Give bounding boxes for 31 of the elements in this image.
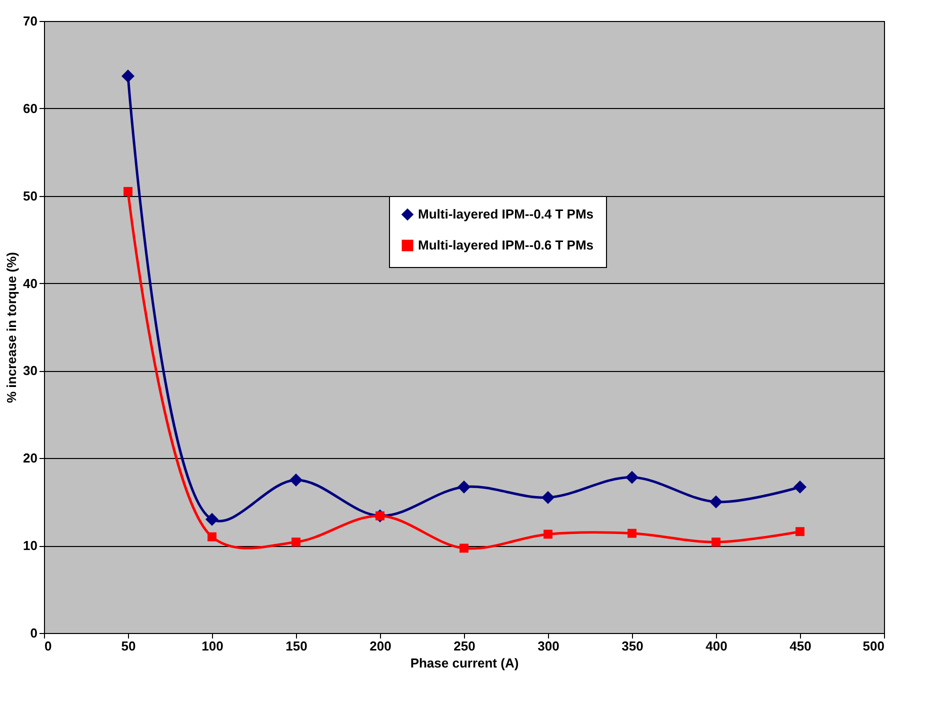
y-tick-label: 60 (23, 100, 38, 116)
x-tick-label: 100 (202, 638, 224, 654)
y-tick-label: 10 (23, 538, 38, 554)
y-tick-label: 20 (23, 450, 38, 466)
x-tick-label: 0 (44, 638, 52, 654)
x-tick-label: 400 (706, 638, 728, 654)
x-tick-label: 350 (622, 638, 644, 654)
point (121, 70, 135, 83)
point (457, 480, 471, 494)
point (625, 470, 639, 484)
point (709, 495, 723, 508)
legend-label: Multi-layered IPM--0.4 T PMs (418, 206, 594, 222)
y-tick-label: 50 (23, 188, 38, 204)
legend-label: Multi-layered IPM--0.6 T PMs (418, 238, 594, 252)
x-tick-label: 50 (121, 638, 136, 654)
y-tick-label: 70 (23, 14, 38, 28)
x-tick-label: 500 (862, 638, 884, 654)
x-tick-label: 300 (538, 638, 560, 654)
point (793, 480, 807, 494)
y-tick-label: 30 (23, 363, 38, 378)
y-tick-label: 40 (23, 276, 38, 291)
y-axis-title: % increase in torque (%) (4, 252, 20, 403)
x-axis-title: Phase current (A) (410, 656, 519, 670)
point (205, 512, 219, 526)
point (289, 473, 303, 487)
x-tick-label: 450 (790, 638, 812, 654)
x-tick-label: 200 (370, 638, 392, 654)
x-tick-label: 250 (454, 638, 476, 654)
x-tick-label: 150 (286, 638, 308, 654)
y-tick-label: 0 (30, 626, 38, 640)
point (541, 490, 555, 504)
